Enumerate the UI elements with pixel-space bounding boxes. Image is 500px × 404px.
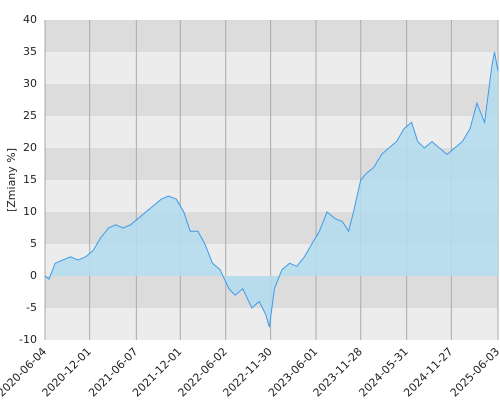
area-fill [45, 52, 498, 328]
band [45, 84, 498, 116]
band [45, 20, 498, 52]
y-tick-label: 40 [23, 13, 37, 26]
x-tick-label: 2025-06-03 [448, 345, 500, 399]
y-tick-label: 15 [23, 173, 37, 186]
y-tick-label: -5 [26, 301, 37, 314]
band [45, 52, 498, 84]
y-axis-label: [Zmiany %] [5, 148, 18, 212]
y-tick-label: 35 [23, 45, 37, 58]
band [45, 116, 498, 148]
y-tick-label: 25 [23, 109, 37, 122]
y-tick-label: 10 [23, 205, 37, 218]
y-tick-label: 5 [30, 237, 37, 250]
line [44, 51, 499, 328]
y-tick-label: 20 [23, 141, 37, 154]
y-tick-label: -10 [19, 333, 37, 346]
y-tick-label: 30 [23, 77, 37, 90]
y-tick-label: 0 [30, 269, 37, 282]
